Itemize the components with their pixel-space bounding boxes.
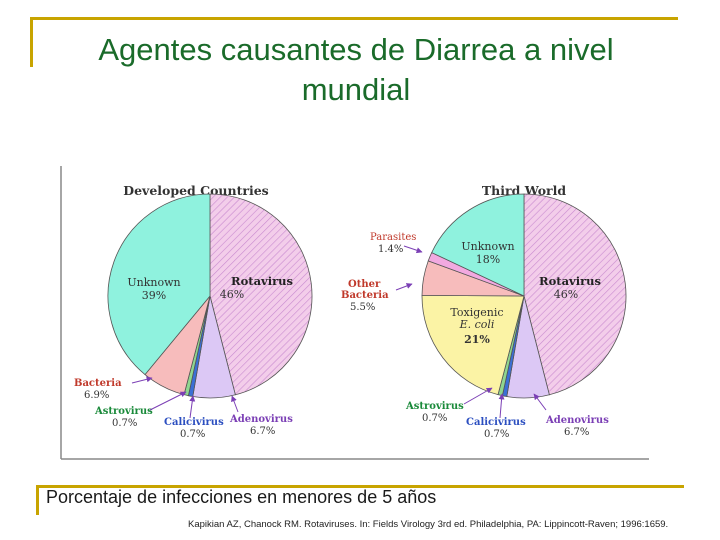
dev-arrow-adenovirus bbox=[231, 395, 239, 413]
dev-value-unknown: 39% bbox=[142, 289, 166, 302]
tw-label-ecoli-line1: Toxigenic bbox=[450, 306, 503, 319]
developed-countries-pie bbox=[107, 193, 313, 399]
slide-title: Agentes causantes de Diarrea a nivel mun… bbox=[36, 30, 676, 110]
dev-arrow-calicivirus bbox=[189, 395, 196, 419]
tw-slice-unknown bbox=[431, 193, 525, 297]
dev-label-astrovirus: Astrovirus bbox=[94, 406, 153, 417]
dev-label-adenovirus: Adenovirus bbox=[229, 414, 293, 425]
tw-value-adenovirus: 6.7% bbox=[564, 427, 589, 438]
tw-arrow-astrovirus bbox=[463, 387, 493, 405]
pie-charts-figure: Developed Countries Third World Unknown … bbox=[60, 166, 650, 460]
tw-label-unknown: Unknown bbox=[461, 240, 514, 253]
dev-label-bacteria: Bacteria bbox=[74, 378, 122, 389]
tw-label-adenovirus: Adenovirus bbox=[545, 415, 609, 426]
dev-value-rotavirus: 46% bbox=[220, 288, 244, 301]
tw-value-calicivirus: 0.7% bbox=[484, 429, 509, 440]
dev-value-calicivirus: 0.7% bbox=[180, 429, 205, 440]
dev-label-calicivirus: Calicivirus bbox=[164, 417, 224, 428]
dev-value-astrovirus: 0.7% bbox=[112, 418, 137, 429]
caption: Porcentaje de infecciones en menores de … bbox=[46, 487, 437, 507]
tw-arrow-adenovirus bbox=[533, 393, 547, 411]
tw-value-other-bacteria: 5.5% bbox=[350, 302, 375, 313]
dev-slice-rotavirus bbox=[209, 193, 313, 396]
tw-value-rotavirus: 46% bbox=[554, 288, 578, 301]
dev-label-rotavirus: Rotavirus bbox=[231, 274, 293, 288]
developed-countries-title: Developed Countries bbox=[123, 183, 268, 198]
slide-title-line1: Agentes causantes de Diarrea a nivel bbox=[98, 32, 614, 67]
tw-label-parasites: Parasites bbox=[370, 232, 416, 243]
bottom-rule bbox=[36, 485, 684, 488]
citation: Kapikian AZ, Chanock RM. Rotaviruses. In… bbox=[188, 519, 669, 530]
tw-value-astrovirus: 0.7% bbox=[422, 413, 447, 424]
tw-value-parasites: 1.4% bbox=[378, 244, 403, 255]
third-world-pie bbox=[421, 193, 627, 399]
tw-label-calicivirus: Calicivirus bbox=[466, 417, 526, 428]
tw-label-ecoli-line2: E. coli bbox=[459, 318, 495, 331]
dev-arrow-bacteria bbox=[131, 376, 153, 384]
slide-title-line2: mundial bbox=[301, 72, 411, 107]
tw-value-unknown: 18% bbox=[476, 253, 500, 266]
tw-label-rotavirus: Rotavirus bbox=[539, 274, 601, 288]
tw-arrow-other-bacteria bbox=[395, 283, 413, 291]
dev-slice-unknown bbox=[107, 193, 211, 376]
dev-value-bacteria: 6.9% bbox=[84, 390, 109, 401]
tw-value-ecoli: 21% bbox=[464, 333, 490, 346]
tw-label-other-bacteria-line2: Bacteria bbox=[341, 290, 389, 301]
dev-value-adenovirus: 6.7% bbox=[250, 426, 275, 437]
dev-arrow-astrovirus bbox=[149, 391, 187, 411]
pie-charts-svg: Developed Countries Third World Unknown … bbox=[60, 166, 649, 460]
dev-label-unknown: Unknown bbox=[127, 276, 180, 289]
tw-arrow-parasites bbox=[403, 245, 423, 254]
tw-label-astrovirus: Astrovirus bbox=[405, 401, 464, 412]
top-rule-tick bbox=[30, 17, 33, 67]
top-rule bbox=[30, 17, 678, 20]
tw-label-other-bacteria-line1: Other bbox=[348, 279, 381, 290]
third-world-title: Third World bbox=[482, 183, 567, 198]
tw-arrow-calicivirus bbox=[498, 393, 505, 419]
bottom-rule-tick bbox=[36, 485, 39, 515]
tw-slice-rotavirus bbox=[523, 193, 627, 396]
